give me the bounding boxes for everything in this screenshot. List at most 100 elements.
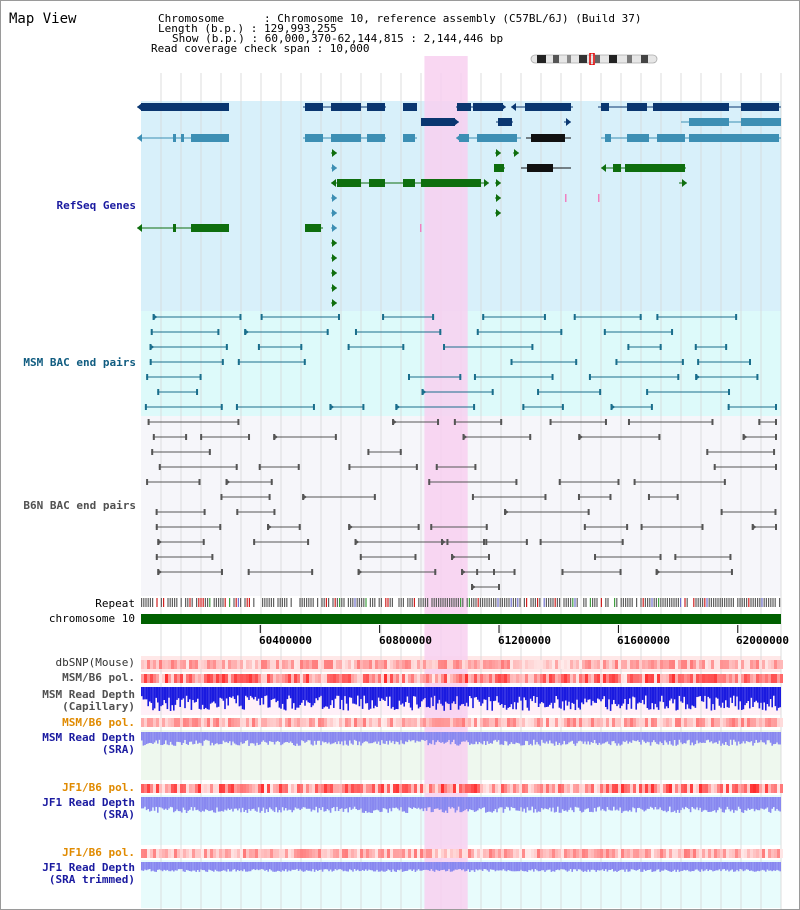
msm-bac-pair[interactable] (443, 344, 534, 350)
msm-bac-pair[interactable] (146, 374, 202, 380)
b6n-bac-pair[interactable] (357, 569, 437, 575)
b6n-bac-pair[interactable] (157, 569, 223, 575)
msm-bac-pair[interactable] (695, 374, 759, 380)
b6n-bac-pair[interactable] (504, 509, 590, 515)
refseq-gene[interactable] (565, 194, 567, 202)
refseq-gene[interactable] (679, 179, 687, 187)
b6n-bac-pair[interactable] (594, 554, 662, 560)
b6n-bac-pair[interactable] (462, 434, 532, 440)
msm-bac-pair[interactable] (152, 314, 242, 320)
msm-bac-pair[interactable] (329, 404, 365, 410)
b6n-bac-pair[interactable] (549, 419, 607, 425)
b6n-bac-pair[interactable] (742, 434, 777, 440)
b6n-bac-pair[interactable] (640, 524, 704, 530)
msm-bac-pair[interactable] (347, 344, 405, 350)
b6n-bac-pair[interactable] (451, 554, 490, 560)
b6n-bac-pair[interactable] (200, 434, 251, 440)
b6n-bac-pair[interactable] (158, 464, 238, 470)
b6n-bac-pair[interactable] (157, 539, 205, 545)
b6n-bac-pair[interactable] (258, 464, 300, 470)
b6n-bac-pair[interactable] (720, 509, 777, 515)
refseq-gene[interactable] (598, 194, 600, 202)
msm-bac-pair[interactable] (237, 359, 306, 365)
msm-bac-pair[interactable] (395, 404, 476, 410)
b6n-bac-pair[interactable] (348, 464, 418, 470)
refseq-gene[interactable] (403, 103, 417, 111)
b6n-bac-pair[interactable] (225, 479, 273, 485)
msm-bac-pair[interactable] (610, 404, 653, 410)
b6n-bac-pair[interactable] (539, 539, 624, 545)
b6n-bac-pair[interactable] (674, 554, 732, 560)
msm-bac-pair[interactable] (522, 404, 564, 410)
refseq-gene[interactable] (137, 103, 229, 111)
msm-bac-pair[interactable] (615, 359, 684, 365)
b6n-bac-pair[interactable] (247, 569, 314, 575)
b6n-bac-pair[interactable] (147, 419, 240, 425)
b6n-bac-pair[interactable] (152, 434, 188, 440)
b6n-bac-pair[interactable] (302, 494, 376, 500)
msm-bac-pair[interactable] (603, 329, 674, 335)
b6n-bac-pair[interactable] (578, 434, 661, 440)
refseq-gene[interactable] (495, 179, 501, 187)
b6n-bac-pair[interactable] (392, 419, 440, 425)
refseq-gene[interactable] (601, 164, 686, 172)
b6n-bac-pair[interactable] (220, 494, 271, 500)
b6n-bac-pair[interactable] (435, 464, 477, 470)
b6n-bac-pair[interactable] (471, 494, 547, 500)
refseq-gene[interactable] (421, 118, 459, 126)
refseq-gene[interactable] (331, 164, 337, 172)
b6n-bac-pair[interactable] (267, 524, 301, 530)
b6n-bac-pair[interactable] (561, 569, 622, 575)
b6n-bac-pair[interactable] (461, 569, 495, 575)
refseq-gene[interactable] (331, 194, 337, 202)
b6n-bac-pair[interactable] (485, 539, 528, 545)
refseq-gene[interactable] (495, 149, 501, 157)
b6n-bac-pair[interactable] (713, 464, 777, 470)
b6n-bac-pair[interactable] (453, 419, 503, 425)
b6n-bac-pair[interactable] (577, 494, 612, 500)
msm-bac-pair[interactable] (656, 314, 738, 320)
msm-bac-pair[interactable] (407, 374, 462, 380)
refseq-gene[interactable] (331, 284, 337, 292)
b6n-bac-pair[interactable] (706, 449, 776, 455)
refseq-gene[interactable] (456, 103, 506, 111)
msm-bac-pair[interactable] (157, 389, 199, 395)
msm-bac-pair[interactable] (244, 329, 329, 335)
b6n-bac-pair[interactable] (751, 524, 777, 530)
msm-bac-pair[interactable] (149, 344, 228, 350)
b6n-bac-pair[interactable] (655, 569, 733, 575)
b6n-bac-pair[interactable] (155, 524, 222, 530)
refseq-gene[interactable] (494, 164, 505, 172)
refseq-gene[interactable] (513, 149, 519, 157)
b6n-bac-pair[interactable] (428, 479, 518, 485)
refseq-gene[interactable] (331, 209, 337, 217)
b6n-bac-pair[interactable] (151, 449, 211, 455)
refseq-gene[interactable] (496, 118, 513, 126)
msm-bac-pair[interactable] (727, 404, 777, 410)
refseq-gene[interactable] (420, 224, 422, 232)
b6n-bac-pair[interactable] (146, 479, 201, 485)
b6n-bac-pair[interactable] (441, 539, 485, 545)
chromosome-ideogram[interactable] (529, 53, 661, 65)
msm-bac-pair[interactable] (257, 344, 303, 350)
b6n-bac-pair[interactable] (273, 434, 337, 440)
b6n-bac-pair[interactable] (647, 494, 679, 500)
b6n-bac-pair[interactable] (471, 584, 500, 590)
refseq-gene[interactable] (441, 179, 489, 187)
refseq-gene[interactable] (456, 134, 521, 142)
b6n-bac-pair[interactable] (633, 479, 726, 485)
msm-bac-pair[interactable] (382, 314, 435, 320)
msm-bac-pair[interactable] (476, 329, 563, 335)
refseq-gene[interactable] (403, 134, 417, 142)
b6n-bac-pair[interactable] (155, 509, 206, 515)
refseq-gene[interactable] (331, 239, 337, 247)
b6n-bac-pair[interactable] (758, 419, 777, 425)
msm-bac-pair[interactable] (473, 374, 554, 380)
msm-bac-pair[interactable] (260, 314, 340, 320)
refseq-gene[interactable] (681, 118, 781, 126)
refseq-gene[interactable] (495, 209, 501, 217)
refseq-gene[interactable] (331, 269, 337, 277)
b6n-bac-pair[interactable] (359, 554, 417, 560)
b6n-bac-pair[interactable] (367, 449, 402, 455)
refseq-gene[interactable] (303, 103, 386, 111)
